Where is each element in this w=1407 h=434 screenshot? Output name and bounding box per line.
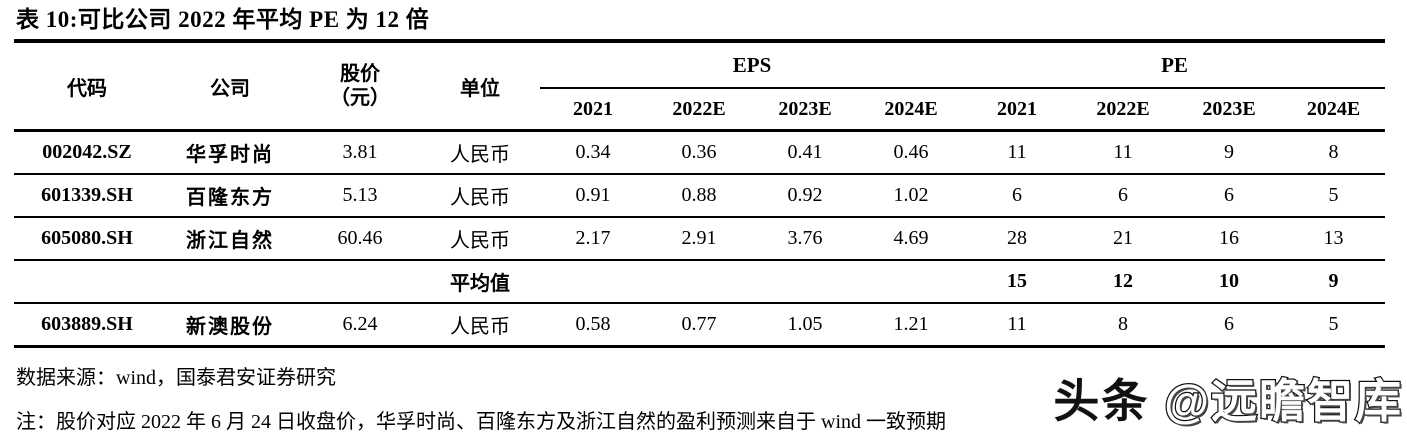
- pe-year-2021: 2021: [964, 88, 1071, 132]
- row-603889: 603889.SH 新澳股份 6.24 人民币 0.58 0.77 1.05 1…: [14, 303, 1385, 347]
- pe-value-cell: 13: [1282, 217, 1386, 261]
- eps-value-cell: 0.46: [858, 130, 965, 175]
- eps-value-cell: 2.91: [646, 217, 752, 261]
- company-cell: 浙江自然: [160, 217, 300, 261]
- row-average: 平均值 15 12 10 9: [14, 260, 1386, 304]
- comparable-companies-table: 代码 公司 股价 （元） 单位 EPS PE 2021 2022E 2023E …: [14, 39, 1386, 348]
- code-cell: 605080.SH: [14, 217, 160, 261]
- pe-average-cell: 15: [964, 260, 1071, 304]
- price-header-line2: （元）: [330, 87, 390, 109]
- empty-cell: [858, 260, 965, 304]
- eps-value-cell: 0.58: [575, 313, 611, 335]
- table-title: 表 10:可比公司 2022 年平均 PE 为 12 倍: [16, 7, 430, 32]
- column-header-company: 公司: [160, 41, 300, 132]
- pe-value-cell: 21: [1070, 217, 1177, 261]
- eps-value-cell: 0.91: [540, 174, 646, 218]
- unit-cell: 人民币: [420, 130, 540, 175]
- header-years-row: 2021 2022E 2023E 2024E 2021 2022E 2023E …: [14, 88, 1386, 132]
- empty-cell: [540, 260, 646, 304]
- pe-value-cell: 6: [1224, 313, 1235, 335]
- unit-cell: 人民币: [420, 217, 540, 261]
- group-header-eps: EPS: [540, 41, 965, 89]
- header-group-row: 代码 公司 股价 （元） 单位 EPS PE: [14, 41, 1386, 132]
- code-cell: 603889.SH: [41, 313, 133, 335]
- unit-cell: 人民币: [450, 316, 510, 338]
- report-table-page: 表 10:可比公司 2022 年平均 PE 为 12 倍 代码 公司 股价 （元…: [14, 0, 1386, 434]
- price-cell: 6.24: [342, 313, 378, 335]
- eps-year-2024e: 2024E: [858, 88, 965, 132]
- unit-cell: 人民币: [420, 174, 540, 218]
- group-header-pe: PE: [964, 41, 1386, 89]
- eps-value-cell: 0.36: [646, 130, 752, 175]
- company-cell: 华孚时尚: [160, 130, 300, 175]
- pe-value-cell: 11: [1070, 130, 1177, 175]
- eps-value-cell: 3.76: [752, 217, 858, 261]
- eps-value-cell: 0.34: [540, 130, 646, 175]
- watermark-handle: @远瞻智库: [1163, 374, 1403, 429]
- column-header-price: 股价 （元）: [300, 41, 420, 132]
- empty-cell: [646, 260, 752, 304]
- price-cell: 60.46: [300, 217, 420, 261]
- eps-value-cell: 0.88: [646, 174, 752, 218]
- price-cell: 3.81: [300, 130, 420, 175]
- empty-cell: [300, 260, 420, 304]
- eps-year-2022e: 2022E: [646, 88, 752, 132]
- pe-year-2024e: 2024E: [1282, 88, 1386, 132]
- eps-value-cell: 2.17: [540, 217, 646, 261]
- pe-value-cell: 28: [964, 217, 1071, 261]
- eps-year-2021: 2021: [540, 88, 646, 132]
- row-601339: 601339.SH 百隆东方 5.13 人民币 0.91 0.88 0.92 1…: [14, 174, 1386, 218]
- pe-value-cell: 6: [1176, 174, 1283, 218]
- watermark-brand: 头条: [1053, 375, 1150, 427]
- eps-year-2023e: 2023E: [752, 88, 858, 132]
- watermark: 头条 @远瞻智库: [1053, 365, 1403, 431]
- average-label-cell: 平均值: [420, 260, 540, 304]
- code-cell: 002042.SZ: [14, 130, 160, 175]
- pe-average-cell: 9: [1282, 260, 1386, 304]
- eps-value-cell: 0.77: [681, 313, 717, 335]
- eps-value-cell: 0.92: [752, 174, 858, 218]
- pe-value-cell: 5: [1282, 174, 1386, 218]
- price-cell: 5.13: [300, 174, 420, 218]
- pe-year-2022e: 2022E: [1070, 88, 1177, 132]
- pe-year-2023e: 2023E: [1176, 88, 1283, 132]
- eps-value-cell: 4.69: [858, 217, 965, 261]
- pe-value-cell: 5: [1328, 313, 1339, 335]
- company-cell: 百隆东方: [160, 174, 300, 218]
- eps-value-cell: 1.02: [858, 174, 965, 218]
- empty-cell: [160, 260, 300, 304]
- code-cell: 601339.SH: [14, 174, 160, 218]
- pe-value-cell: 11: [1007, 313, 1027, 335]
- pe-value-cell: 11: [964, 130, 1071, 175]
- empty-cell: [752, 260, 858, 304]
- data-source-line: 数据来源：wind，国泰君安证券研究: [16, 367, 336, 389]
- pe-value-cell: 8: [1118, 313, 1129, 335]
- row-002042: 002042.SZ 华孚时尚 3.81 人民币 0.34 0.36 0.41 0…: [14, 130, 1386, 175]
- pe-value-cell: 6: [964, 174, 1071, 218]
- eps-value-cell: 1.05: [787, 313, 823, 335]
- pe-value-cell: 16: [1176, 217, 1283, 261]
- price-header-line1: 股价: [340, 63, 380, 85]
- row-605080: 605080.SH 浙江自然 60.46 人民币 2.17 2.91 3.76 …: [14, 217, 1386, 261]
- pe-value-cell: 6: [1070, 174, 1177, 218]
- eps-value-cell: 1.21: [893, 313, 929, 335]
- column-header-unit: 单位: [420, 41, 540, 132]
- company-cell: 新澳股份: [186, 316, 274, 338]
- pe-value-cell: 8: [1282, 130, 1386, 175]
- empty-cell: [14, 260, 160, 304]
- eps-value-cell: 0.41: [752, 130, 858, 175]
- pe-average-cell: 10: [1176, 260, 1283, 304]
- pe-value-cell: 9: [1176, 130, 1283, 175]
- pe-average-cell: 12: [1070, 260, 1177, 304]
- column-header-code: 代码: [14, 41, 160, 132]
